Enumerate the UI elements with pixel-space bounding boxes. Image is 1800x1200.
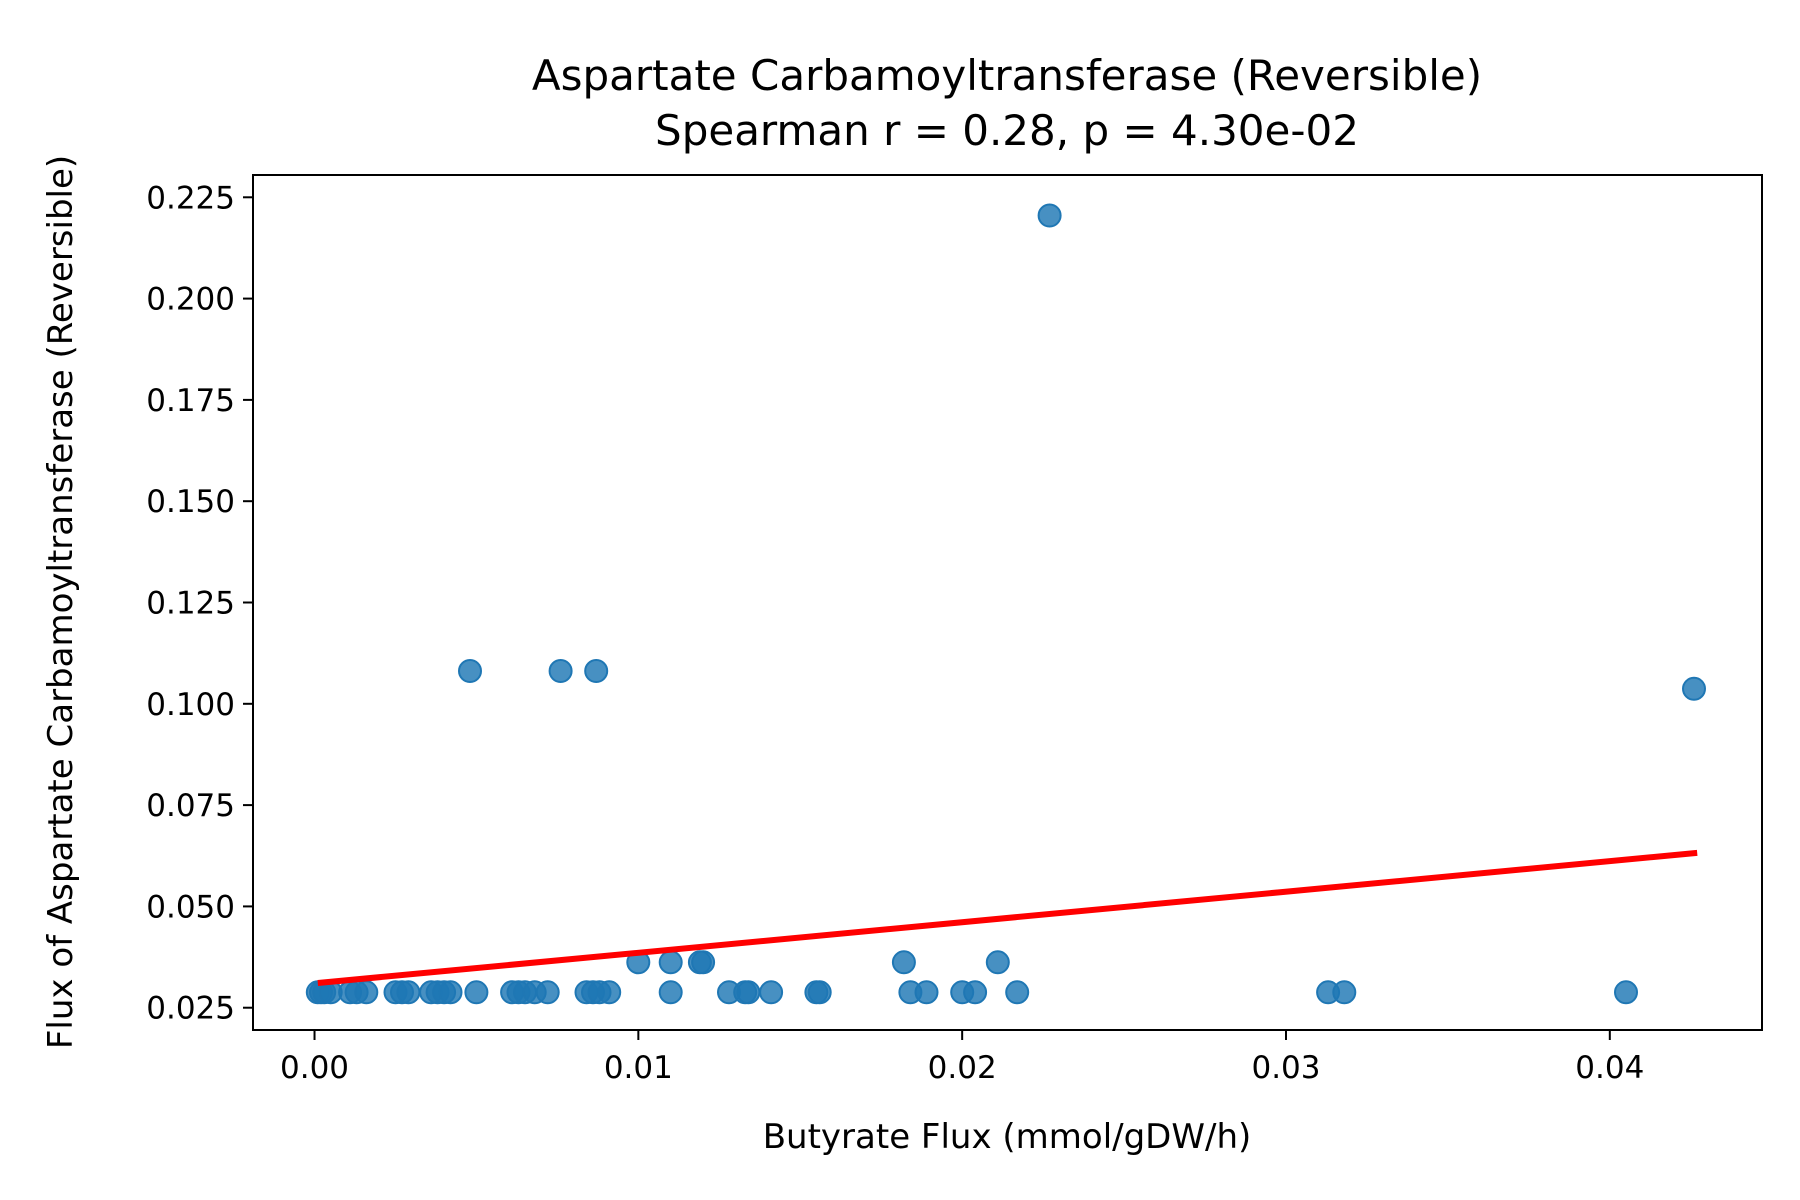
data-points <box>305 203 1706 1005</box>
scatter-point <box>658 980 683 1005</box>
y-tick-label: 0.225 <box>146 180 235 216</box>
scatter-point <box>914 980 939 1005</box>
scatter-point <box>458 659 482 683</box>
x-tick-label: 0.03 <box>1251 1050 1320 1086</box>
scatter-point <box>963 980 988 1005</box>
y-axis-label: Flux of Aspartate Carbamoyltransferase (… <box>41 155 81 1049</box>
scatter-point <box>691 950 716 975</box>
scatter-point <box>1037 203 1062 228</box>
y-tick-label: 0.200 <box>146 282 235 318</box>
scatter-point <box>1005 980 1030 1005</box>
y-tick-label: 0.075 <box>146 788 235 824</box>
scatter-point <box>354 980 379 1005</box>
scatter-point <box>535 980 560 1005</box>
y-tick-label: 0.175 <box>146 383 235 419</box>
y-tick-label: 0.100 <box>146 687 235 723</box>
scatter-point <box>396 980 421 1005</box>
scatter-point <box>597 980 622 1005</box>
scatter-point <box>584 659 609 683</box>
y-tick-label: 0.125 <box>146 586 235 622</box>
trend-line-group <box>317 849 1698 986</box>
scatter-point <box>1614 980 1638 1005</box>
scatter-point <box>736 980 761 1005</box>
scatter-point <box>985 950 1010 975</box>
scatter-point <box>548 659 573 683</box>
scatter-point <box>891 950 916 975</box>
scatter-point <box>1332 980 1357 1005</box>
y-axis-ticks: 0.025 0.050 0.075 0.100 0.125 0.150 0.175 0.200… <box>146 180 253 1027</box>
trend-line <box>317 849 1698 986</box>
plot-frame <box>252 174 1763 1031</box>
scatter-point <box>807 980 832 1005</box>
x-tick-label: 0.04 <box>1575 1050 1644 1086</box>
x-axis-label: Butyrate Flux (mmol/gDW/h) <box>763 1117 1252 1157</box>
scatter-point <box>438 980 463 1005</box>
chart-subtitle: Spearman r = 0.28, p = 4.30e-02 <box>655 106 1359 155</box>
x-axis-ticks: 0.00 0.01 0.02 0.03 0.04 <box>280 1030 1644 1086</box>
chart-title: Aspartate Carbamoyltransferase (Reversib… <box>532 51 1482 100</box>
scatter-point <box>464 980 489 1005</box>
scatter-point <box>759 980 784 1005</box>
x-tick-label: 0.01 <box>604 1050 673 1086</box>
x-tick-label: 0.00 <box>280 1050 349 1086</box>
scatter-point <box>658 950 683 975</box>
y-tick-label: 0.150 <box>146 484 235 520</box>
y-tick-label: 0.025 <box>146 991 235 1027</box>
x-tick-label: 0.02 <box>928 1050 997 1086</box>
scatter-point <box>1682 676 1706 701</box>
y-tick-label: 0.050 <box>146 889 235 925</box>
